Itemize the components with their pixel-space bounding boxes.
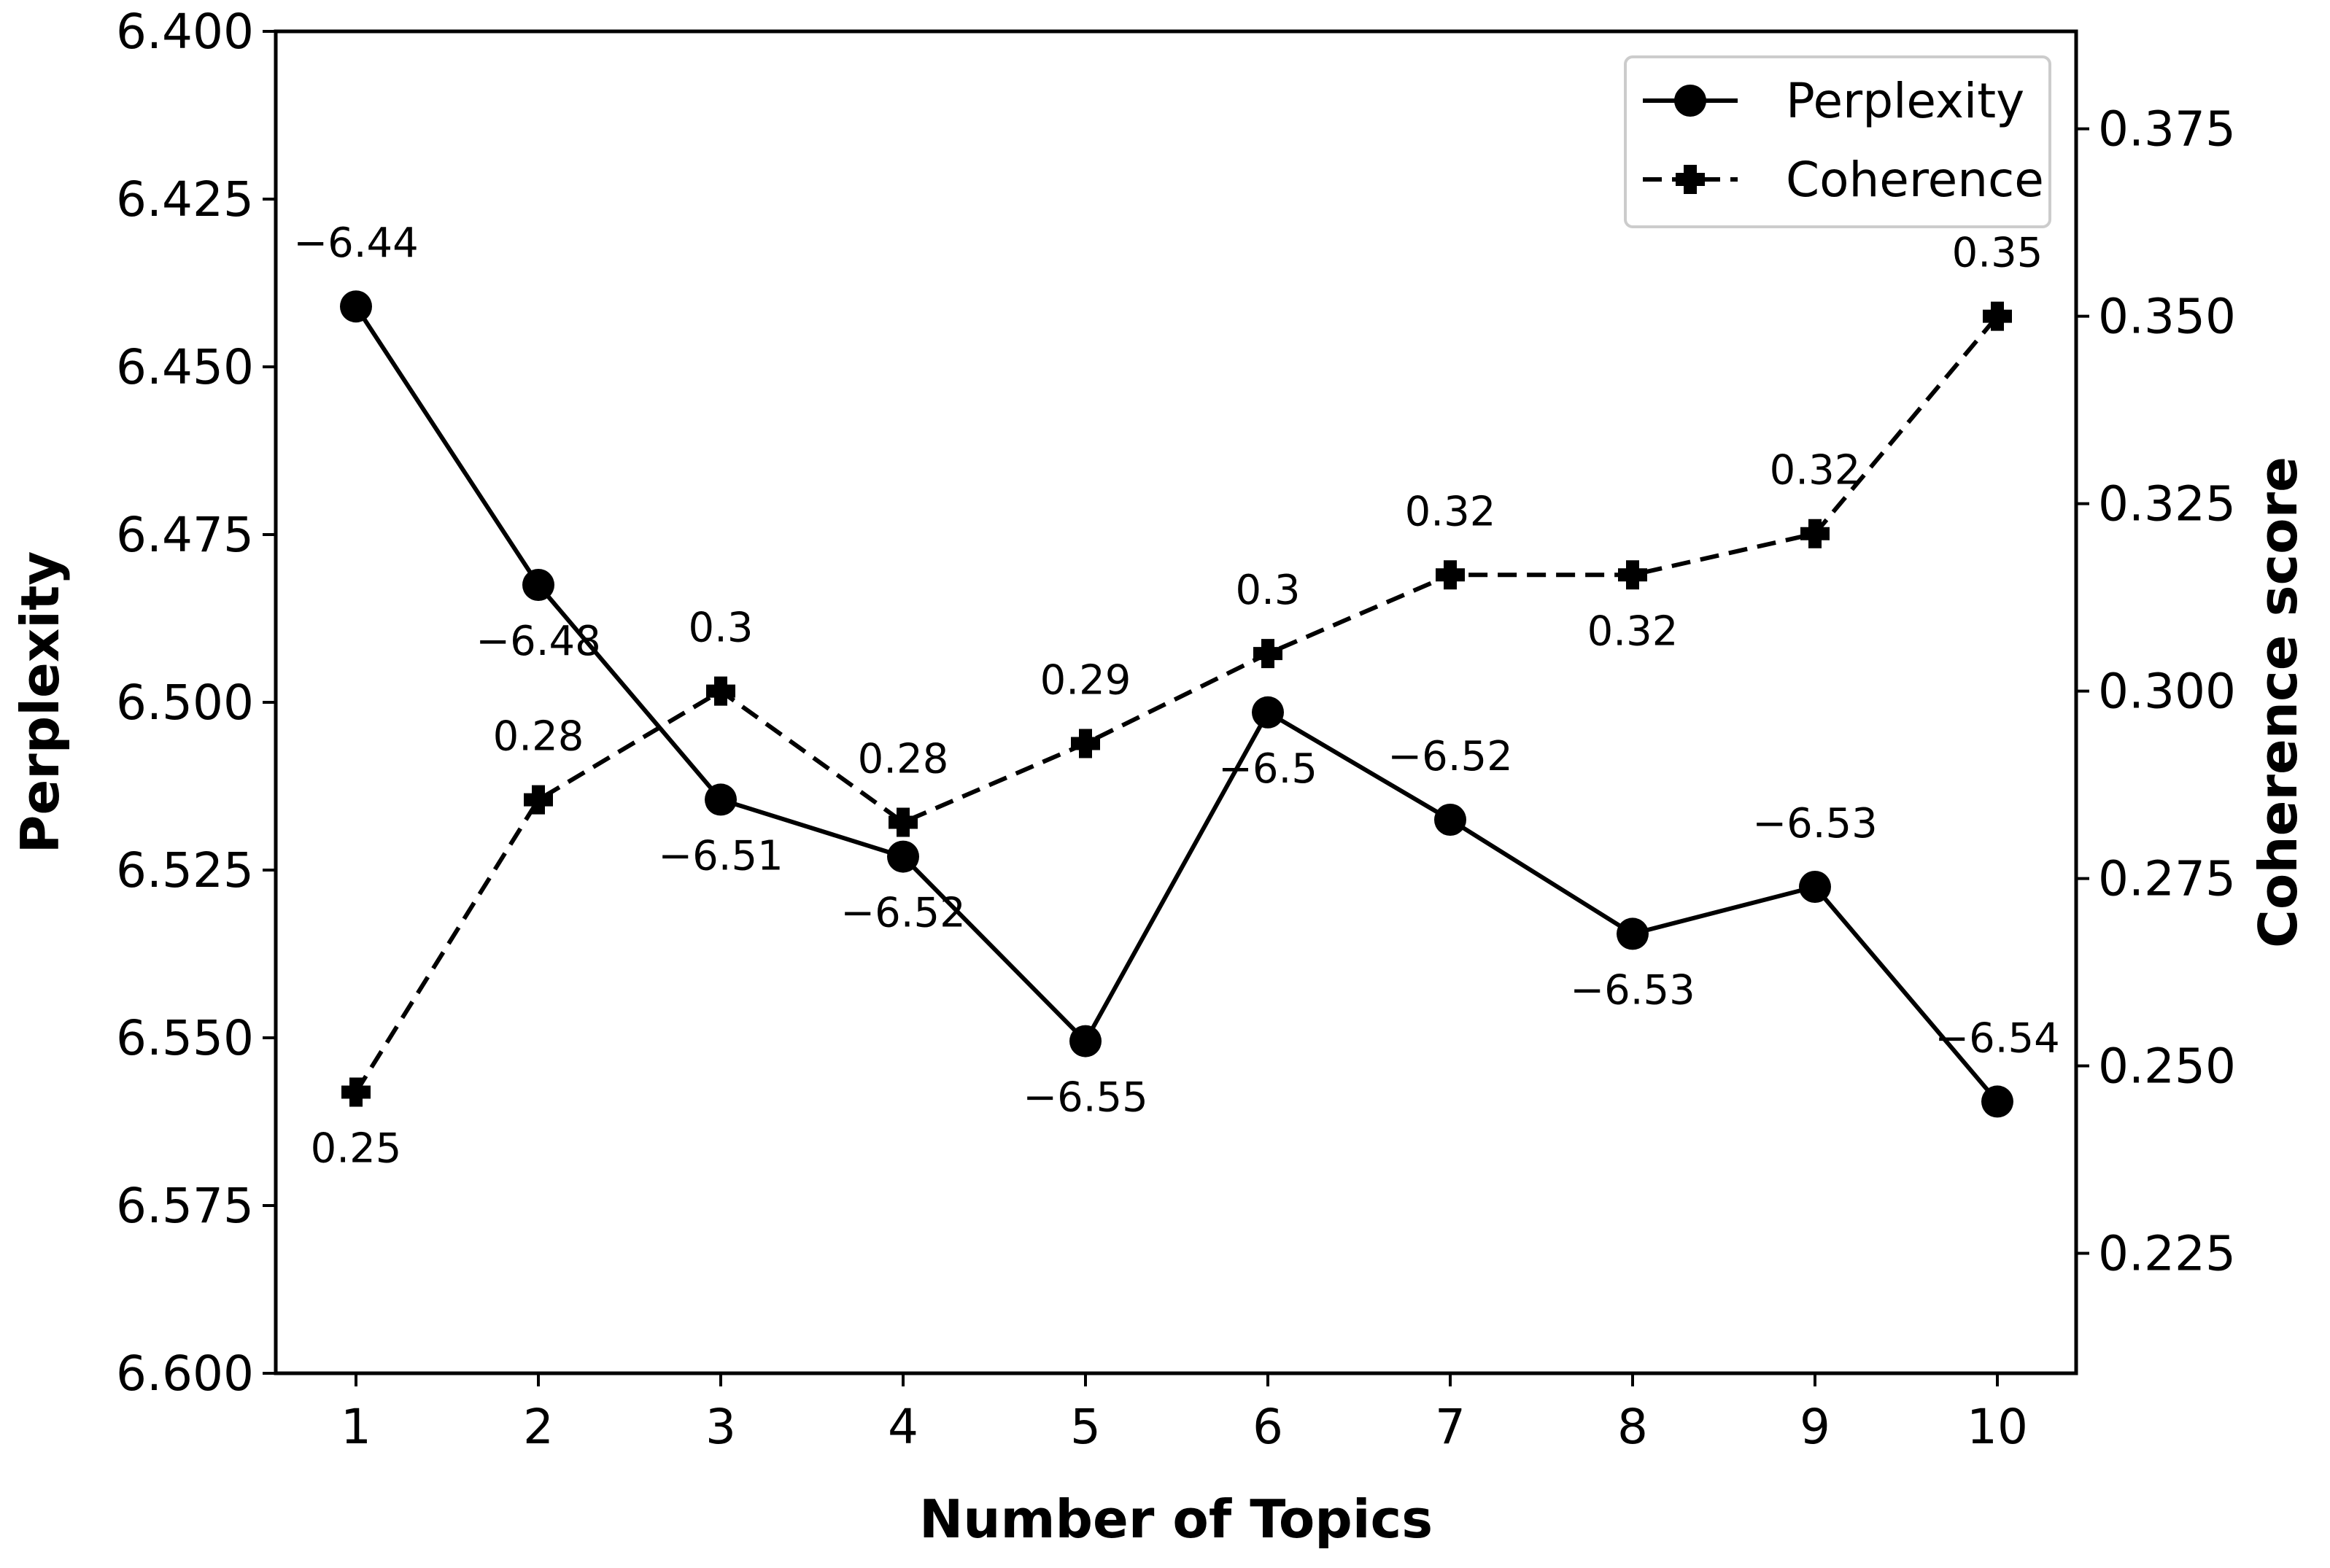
right-axis-title: Coherence score: [2248, 457, 2309, 948]
legend-label-coherence: Coherence: [1786, 152, 2044, 208]
perplexity-data-label: −6.54: [1935, 1014, 2060, 1062]
x-tick-label: 6: [1253, 1399, 1283, 1455]
perplexity-point: [1981, 1085, 2013, 1118]
left-tick-label: 6.475: [116, 507, 254, 563]
perplexity-data-label: −6.44: [293, 220, 419, 267]
left-axis-title: Perplexity: [9, 551, 71, 854]
coherence-point: [1983, 301, 2012, 331]
x-axis-title: Number of Topics: [919, 1489, 1433, 1550]
perplexity-point: [340, 290, 372, 323]
perplexity-data-label: −6.48: [476, 618, 601, 665]
coherence-point: [1071, 729, 1100, 758]
coherence-data-label: 0.25: [311, 1125, 402, 1173]
x-tick-label: 5: [1070, 1399, 1101, 1455]
left-tick-label: 6.600: [116, 1346, 254, 1402]
x-tick-label: 4: [888, 1399, 918, 1455]
x-tick-label: 3: [705, 1399, 736, 1455]
coherence-data-label: 0.32: [1770, 447, 1861, 494]
coherence-data-label: 0.28: [493, 713, 584, 761]
coherence-data-label: 0.32: [1587, 608, 1679, 655]
perplexity-point: [1434, 804, 1466, 836]
right-tick-label: 0.225: [2098, 1226, 2236, 1282]
right-tick-label: 0.300: [2098, 664, 2236, 720]
x-tick-label: 9: [1800, 1399, 1830, 1455]
coherence-point: [524, 785, 553, 815]
perplexity-data-label: −6.52: [1387, 733, 1513, 780]
left-tick-label: 6.500: [116, 675, 254, 731]
perplexity-data-label: −6.53: [1752, 800, 1878, 847]
coherence-point: [341, 1077, 371, 1107]
coherence-data-label: 0.35: [1952, 230, 2043, 277]
plot-series-layer: [354, 305, 2000, 1103]
perplexity-line: [354, 305, 2000, 1103]
coherence-point: [1436, 560, 1465, 590]
right-tick-label: 0.250: [2098, 1039, 2236, 1095]
legend-marker-perplexity: [1674, 85, 1706, 117]
right-axis: 0.225 0.250 0.275 0.300 0.325 0.350 0.375: [2076, 101, 2236, 1282]
left-tick-label: 6.575: [116, 1178, 254, 1234]
perplexity-point: [522, 569, 554, 601]
perplexity-data-label: −6.5: [1218, 745, 1317, 793]
left-tick-label: 6.450: [116, 339, 254, 395]
x-tick-label: 2: [523, 1399, 554, 1455]
left-tick-label: 6.550: [116, 1010, 254, 1066]
coherence-point: [1618, 560, 1647, 590]
coherence-data-label: 0.3: [688, 605, 753, 652]
coherence-point: [706, 676, 735, 706]
perplexity-point: [1799, 871, 1831, 903]
perplexity-data-label: −6.55: [1023, 1074, 1148, 1122]
coherence-data-label: 0.28: [858, 735, 949, 783]
perplexity-point: [887, 840, 919, 873]
right-tick-label: 0.375: [2098, 101, 2236, 158]
legend-marker-coherence: [1676, 165, 1705, 194]
x-tick-label: 10: [1967, 1399, 2028, 1455]
right-tick-label: 0.350: [2098, 289, 2236, 345]
perplexity-point: [705, 783, 737, 816]
plot-frame: [274, 29, 2078, 1375]
coherence-data-label: 0.32: [1405, 488, 1496, 535]
plot-marker-layer: [340, 290, 2013, 1118]
legend-label-perplexity: Perplexity: [1786, 73, 2024, 129]
perplexity-point: [1617, 917, 1649, 950]
x-tick-label: 1: [341, 1399, 371, 1455]
perplexity-data-label: −6.53: [1570, 966, 1695, 1014]
left-axis: 6.400 6.425 6.450 6.475 6.500 6.525 6.550 6.575…: [116, 4, 276, 1402]
perplexity-data-label: −6.52: [840, 890, 966, 937]
x-tick-label: 7: [1435, 1399, 1466, 1455]
right-tick-label: 0.275: [2098, 851, 2236, 907]
left-tick-label: 6.425: [116, 171, 254, 228]
left-tick-label: 6.400: [116, 4, 254, 60]
right-tick-label: 0.325: [2098, 476, 2236, 532]
perplexity-data-label: −6.51: [658, 832, 783, 880]
x-tick-label: 8: [1617, 1399, 1648, 1455]
coherence-data-label: 0.29: [1040, 657, 1131, 705]
coherence-point: [1253, 639, 1282, 669]
perplexity-point: [1252, 696, 1284, 729]
legend: Perplexity Coherence: [1624, 55, 2051, 228]
coherence-point: [1800, 519, 1830, 548]
perplexity-point: [1069, 1025, 1102, 1057]
x-axis: 1 2 3 4 5 6 7 8 9 10: [341, 1373, 2028, 1455]
coherence-point: [889, 807, 918, 837]
left-tick-label: 6.525: [116, 842, 254, 899]
data-label-layer: −6.44 −6.48 −6.51 −6.52 −6.55 −6.5 −6.52 −6.53 −…: [293, 220, 2060, 1172]
coherence-data-label: 0.3: [1235, 567, 1300, 614]
coherence-line: [354, 314, 2000, 1094]
